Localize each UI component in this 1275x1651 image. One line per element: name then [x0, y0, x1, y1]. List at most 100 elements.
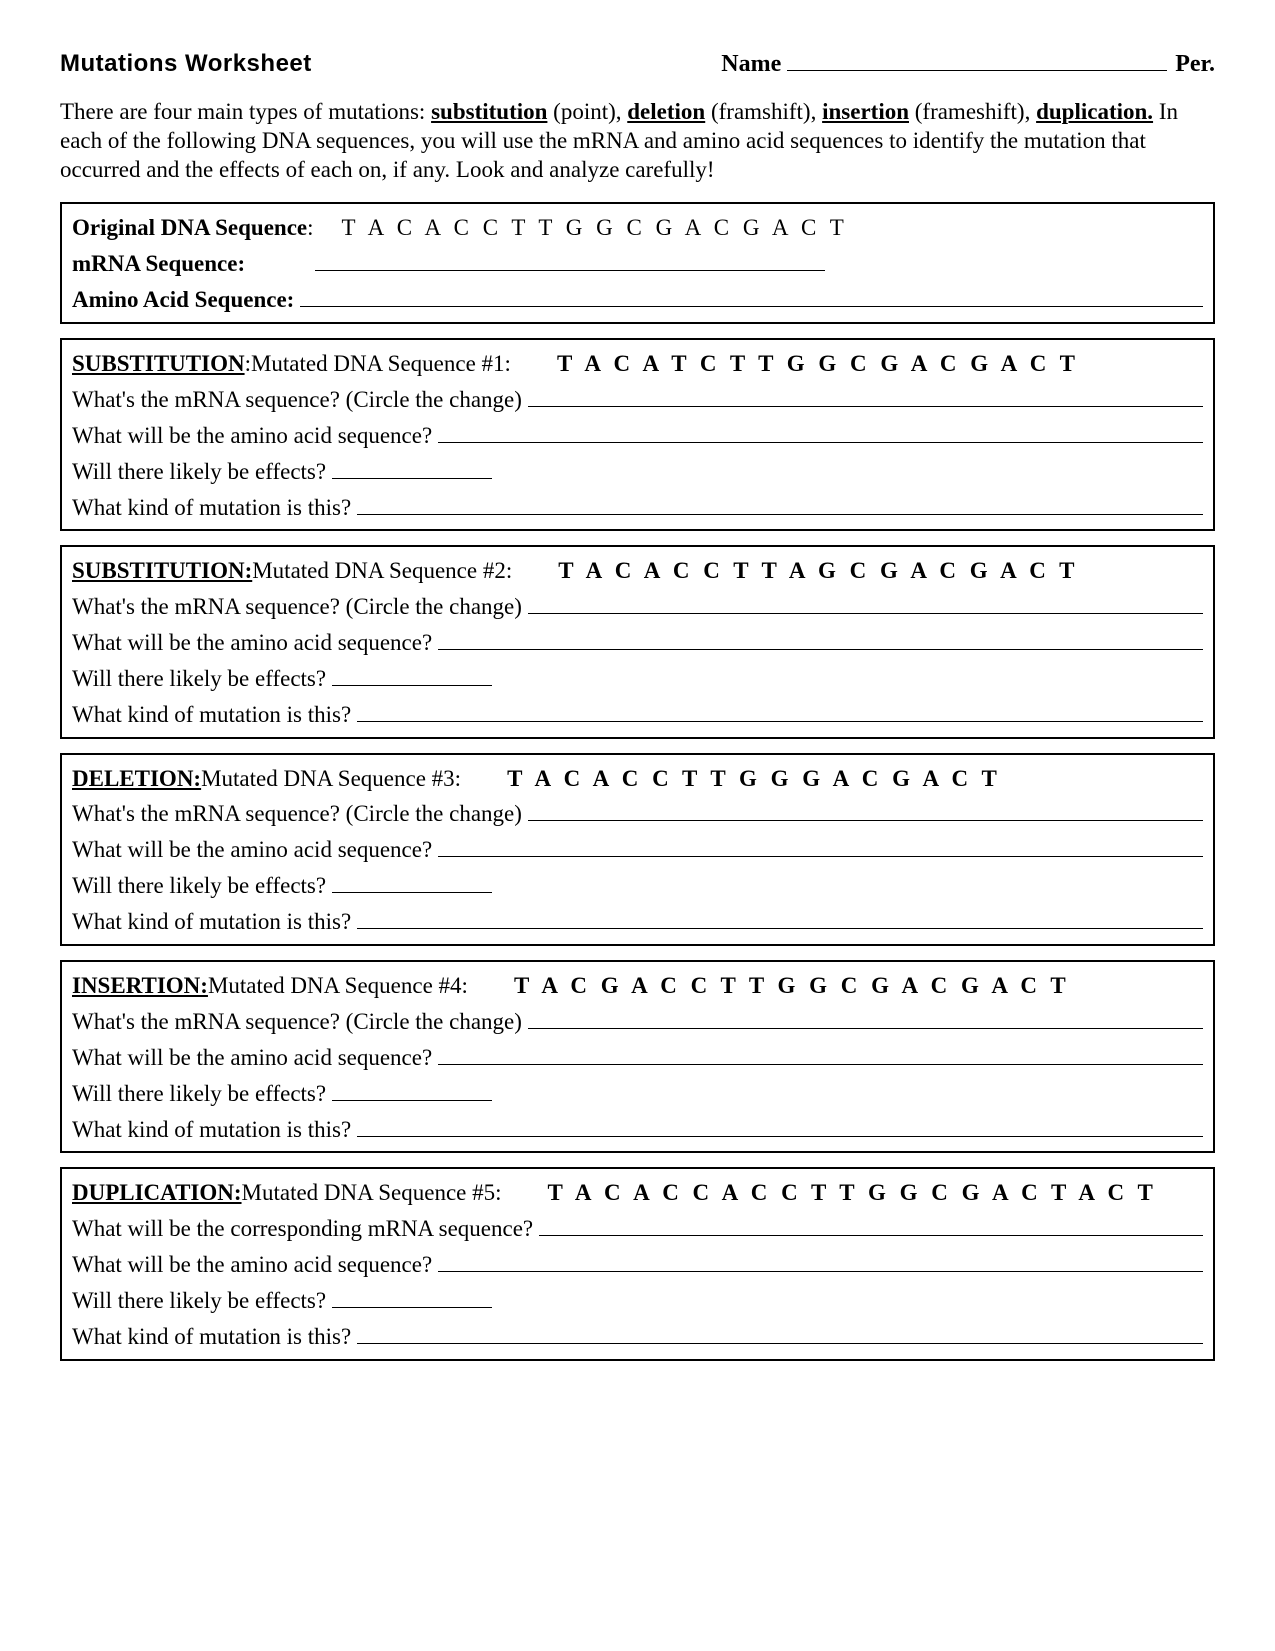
q-effects-line[interactable]	[332, 661, 492, 686]
mutation-dna-seq: T A C A C C T T G G G A C G A C T	[507, 761, 1001, 797]
q-kind-line[interactable]	[357, 1111, 1203, 1136]
q-mrna-row: What's the mRNA sequence? (Circle the ch…	[72, 381, 1203, 417]
q-aa-row: What will be the amino acid sequence?	[72, 1247, 1203, 1283]
mutation-seq-label: Mutated DNA Sequence #4:	[208, 968, 468, 1004]
q-effects-line[interactable]	[332, 1075, 492, 1100]
name-input-line[interactable]	[787, 70, 1167, 71]
name-label: Name	[721, 51, 781, 78]
mutation-type-insertion: insertion	[822, 99, 909, 124]
original-dna-label: Original DNA Sequence	[72, 210, 307, 246]
original-dna-row: Original DNA Sequence: T A C A C C T T G…	[72, 210, 1203, 246]
intro-m1-paren: (point),	[547, 99, 627, 124]
mutation-header-row: DELETION: Mutated DNA Sequence #3: T A C …	[72, 761, 1203, 797]
q-kind-row: What kind of mutation is this?	[72, 489, 1203, 525]
mutation-dna-seq: T A C A T C T T G G C G A C G A C T	[557, 346, 1079, 382]
q-aa-row: What will be the amino acid sequence?	[72, 1040, 1203, 1076]
q-aa-label: What will be the amino acid sequence?	[72, 832, 432, 868]
mutation-header-row: INSERTION: Mutated DNA Sequence #4: T A C…	[72, 968, 1203, 1004]
q-aa-row: What will be the amino acid sequence?	[72, 625, 1203, 661]
original-box: Original DNA Sequence: T A C A C C T T G…	[60, 202, 1215, 324]
q-effects-label: Will there likely be effects?	[72, 454, 326, 490]
mutation-type-deletion: deletion	[627, 99, 705, 124]
mutation-seq-label: Mutated DNA Sequence #3:	[201, 761, 461, 797]
original-mrna-label: mRNA Sequence:	[72, 246, 245, 282]
q-effects-row: Will there likely be effects?	[72, 1075, 1203, 1111]
q-aa-label: What will be the amino acid sequence?	[72, 625, 432, 661]
q-effects-line[interactable]	[332, 1283, 492, 1308]
mutation-seq-label: Mutated DNA Sequence #2:	[252, 553, 512, 589]
mutation-dna-seq: T A C A C C A C C T T G G C G A C T A C …	[548, 1175, 1157, 1211]
mutation-seq-label: Mutated DNA Sequence #1:	[251, 346, 511, 382]
q-aa-line[interactable]	[438, 1040, 1203, 1065]
mutation-type-duplication: duplication.	[1036, 99, 1153, 124]
mutation-type-label: DUPLICATION:	[72, 1175, 242, 1211]
mutation-box-1: SUBSTITUTION: Mutated DNA Sequence #1:T …	[60, 338, 1215, 531]
intro-m2-paren: (framshift),	[705, 99, 822, 124]
q-mrna-line[interactable]	[528, 589, 1203, 614]
mutation-type-label: INSERTION:	[72, 968, 208, 1004]
q-effects-row: Will there likely be effects?	[72, 1283, 1203, 1319]
q-aa-label: What will be the amino acid sequence?	[72, 1247, 432, 1283]
q-mrna-row: What will be the corresponding mRNA sequ…	[72, 1211, 1203, 1247]
q-mrna-line[interactable]	[539, 1211, 1203, 1236]
q-aa-line[interactable]	[438, 1247, 1203, 1272]
mutation-seq-label: Mutated DNA Sequence #5:	[242, 1175, 502, 1211]
q-mrna-line[interactable]	[528, 796, 1203, 821]
q-mrna-label: What's the mRNA sequence? (Circle the ch…	[72, 796, 522, 832]
original-aa-label: Amino Acid Sequence:	[72, 282, 294, 318]
q-kind-line[interactable]	[357, 489, 1203, 514]
mutation-dna-seq: T A C G A C C T T G G C G A C G A C T	[514, 968, 1070, 1004]
per-label: Per.	[1175, 51, 1215, 78]
q-effects-row: Will there likely be effects?	[72, 453, 1203, 489]
mutation-dna-seq: T A C A C C T T A G C G A C G A C T	[558, 553, 1078, 589]
name-per-block: Name Per.	[721, 51, 1215, 78]
worksheet-page: Mutations Worksheet Name Per. There are …	[0, 0, 1275, 1651]
q-kind-line[interactable]	[357, 1319, 1203, 1344]
original-aa-line[interactable]	[300, 282, 1203, 307]
q-effects-row: Will there likely be effects?	[72, 661, 1203, 697]
original-mrna-row: mRNA Sequence:	[72, 246, 1203, 282]
q-mrna-label: What's the mRNA sequence? (Circle the ch…	[72, 382, 522, 418]
mutation-box-2: SUBSTITUTION: Mutated DNA Sequence #2: T …	[60, 545, 1215, 738]
q-effects-line[interactable]	[332, 868, 492, 893]
original-dna-seq: T A C A C C T T G G C G A C G A C T	[342, 210, 848, 246]
q-mrna-label: What will be the corresponding mRNA sequ…	[72, 1211, 533, 1247]
mutation-header-row: DUPLICATION: Mutated DNA Sequence #5: T A…	[72, 1175, 1203, 1211]
intro-lead: There are four main types of mutations:	[60, 99, 431, 124]
q-aa-line[interactable]	[438, 832, 1203, 857]
q-kind-label: What kind of mutation is this?	[72, 1319, 351, 1355]
q-effects-label: Will there likely be effects?	[72, 661, 326, 697]
q-mrna-label: What's the mRNA sequence? (Circle the ch…	[72, 589, 522, 625]
q-mrna-row: What's the mRNA sequence? (Circle the ch…	[72, 1004, 1203, 1040]
q-mrna-row: What's the mRNA sequence? (Circle the ch…	[72, 796, 1203, 832]
q-kind-label: What kind of mutation is this?	[72, 1112, 351, 1148]
mutation-boxes-container: SUBSTITUTION: Mutated DNA Sequence #1: T …	[60, 338, 1215, 1361]
q-mrna-line[interactable]	[528, 1004, 1203, 1029]
q-mrna-line[interactable]	[528, 381, 1203, 406]
q-aa-line[interactable]	[438, 417, 1203, 442]
q-kind-line[interactable]	[357, 697, 1203, 722]
q-kind-label: What kind of mutation is this?	[72, 490, 351, 526]
mutation-type-label: DELETION:	[72, 761, 201, 797]
q-kind-line[interactable]	[357, 904, 1203, 929]
q-aa-label: What will be the amino acid sequence?	[72, 1040, 432, 1076]
q-aa-line[interactable]	[438, 625, 1203, 650]
intro-m3-paren: (frameshift),	[909, 99, 1036, 124]
q-kind-row: What kind of mutation is this?	[72, 1111, 1203, 1147]
q-effects-label: Will there likely be effects?	[72, 868, 326, 904]
worksheet-title: Mutations Worksheet	[60, 50, 312, 78]
mutation-header-row: SUBSTITUTION: Mutated DNA Sequence #2: T …	[72, 553, 1203, 589]
q-kind-row: What kind of mutation is this?	[72, 697, 1203, 733]
original-mrna-line[interactable]	[315, 246, 825, 271]
q-effects-row: Will there likely be effects?	[72, 868, 1203, 904]
q-mrna-row: What's the mRNA sequence? (Circle the ch…	[72, 589, 1203, 625]
q-kind-row: What kind of mutation is this?	[72, 1319, 1203, 1355]
mutation-box-5: DUPLICATION: Mutated DNA Sequence #5: T A…	[60, 1167, 1215, 1360]
q-mrna-label: What's the mRNA sequence? (Circle the ch…	[72, 1004, 522, 1040]
mutation-type-label: SUBSTITUTION:	[72, 553, 252, 589]
mutation-type-label: SUBSTITUTION	[72, 346, 245, 382]
intro-paragraph: There are four main types of mutations: …	[60, 98, 1215, 184]
q-aa-row: What will be the amino acid sequence?	[72, 417, 1203, 453]
q-effects-line[interactable]	[332, 453, 492, 478]
q-kind-row: What kind of mutation is this?	[72, 904, 1203, 940]
